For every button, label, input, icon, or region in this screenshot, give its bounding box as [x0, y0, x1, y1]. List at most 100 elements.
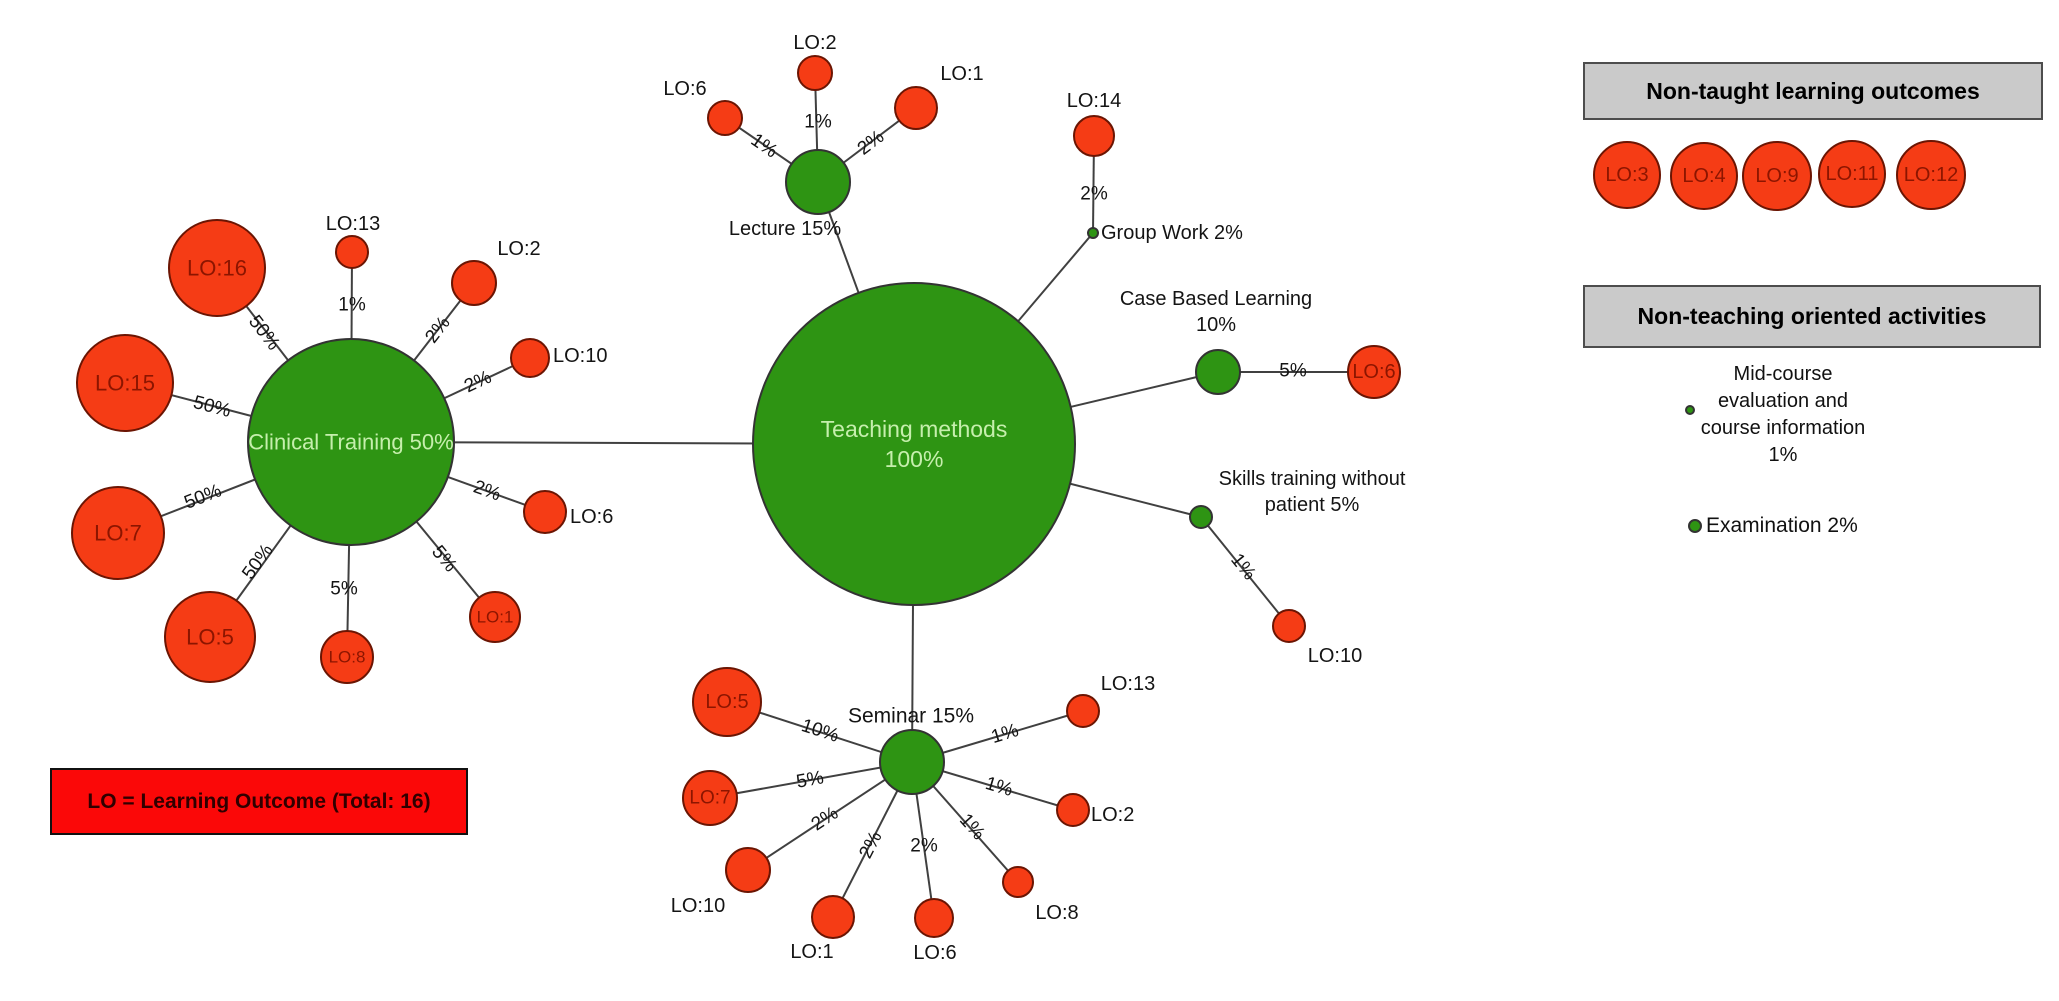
- edge-label-lecture-lo1-lec: 2%: [854, 126, 889, 159]
- midcourse-note: Mid-course evaluation and course informa…: [1663, 361, 1903, 469]
- label-lo9-nt: LO:9: [1755, 165, 1798, 187]
- node-lo5-sem-outcome-circle: [692, 667, 762, 737]
- node-lo15-cl-outcome-circle: [76, 334, 174, 432]
- node-lo6-cl-outcome-circle: [523, 490, 567, 534]
- edge-label-clinical-lo15-cl: 50%: [191, 392, 233, 422]
- edge-label-lecture-lo6-lec: 1%: [747, 130, 782, 163]
- label-lo1-cl: LO:1: [477, 608, 514, 627]
- edge-label-seminar-lo1-sem: 2%: [855, 828, 886, 862]
- node-lo10-sk-outcome-circle: [1272, 609, 1306, 643]
- node-lo7-cl-outcome-circle: [71, 486, 165, 580]
- edge-label-clinical-lo6-cl: 2%: [471, 476, 504, 505]
- label-lo7-cl: LO:7: [94, 521, 142, 546]
- edge-label-seminar-lo6-sem: 2%: [910, 836, 938, 857]
- node-lo11-nt-outcome-circle: [1818, 140, 1886, 208]
- label-lo11-nt: LO:11: [1826, 163, 1879, 185]
- node-lo8-cl-outcome-circle: [320, 630, 374, 684]
- node-lecture-circle: [785, 149, 851, 215]
- label-lo15-cl: LO:15: [95, 371, 155, 396]
- midcourse-line-2: evaluation and: [1717, 390, 1849, 412]
- edge-label-seminar-lo10-sem: 2%: [808, 803, 843, 836]
- label-lo8-cl: LO:8: [329, 648, 366, 667]
- edge-label-seminar-lo7-sem: 5%: [795, 767, 826, 793]
- edge-label-clinical-lo2-cl: 2%: [421, 313, 454, 348]
- label-cbl-line-1: Case Based Learning: [1120, 288, 1312, 310]
- label-lo10-sk: LO:10: [1308, 645, 1362, 667]
- node-lo5-cl-outcome-circle: [164, 591, 256, 683]
- label-lo1-lec: LO:1: [940, 63, 983, 85]
- midcourse-line-4: 1%: [1768, 444, 1798, 466]
- node-lo8-sem-outcome-circle: [1002, 866, 1034, 898]
- edge-label-seminar-lo13-sem: 1%: [989, 720, 1021, 748]
- label-lo1-sem: LO:1: [790, 941, 833, 963]
- node-lo14-gw-outcome-circle: [1073, 115, 1115, 157]
- label-lo2-cl: LO:2: [497, 238, 540, 260]
- node-lo6-sem-outcome-circle: [914, 898, 954, 938]
- edge-label-seminar-lo5-sem: 10%: [799, 715, 842, 747]
- label-lo5-sem: LO:5: [705, 691, 748, 713]
- node-lo3-nt-outcome-circle: [1593, 141, 1661, 209]
- node-lo1-sem-outcome-circle: [811, 895, 855, 939]
- label-lo7-sem: LO:7: [689, 788, 730, 809]
- label-clinical: Clinical Training 50%: [248, 430, 453, 455]
- non-taught-header: Non-taught learning outcomes: [1583, 62, 2043, 120]
- label-lo10-sem: LO:10: [671, 895, 725, 917]
- node-lo2-sem-outcome-circle: [1056, 793, 1090, 827]
- node-seminar-circle: [879, 729, 945, 795]
- node-skills-circle: [1189, 505, 1213, 529]
- midcourse-line-1: Mid-course: [1733, 363, 1833, 385]
- node-lo10-sem-outcome-circle: [725, 847, 771, 893]
- node-cbl-circle: [1195, 349, 1241, 395]
- midcourse-line-3: course information: [1700, 417, 1866, 439]
- label-lo10-cl: LO:10: [553, 345, 607, 367]
- node-lo1-lec-outcome-circle: [894, 86, 938, 130]
- label-lo13-sem: LO:13: [1101, 673, 1155, 695]
- node-clinical-circle: [247, 338, 455, 546]
- label-skills-line-1: Skills training without: [1219, 468, 1406, 490]
- edge-label-seminar-lo8-sem: 1%: [955, 810, 989, 845]
- label-lo6-sem: LO:6: [913, 942, 956, 964]
- label-lo2-lec: LO:2: [793, 32, 836, 54]
- node-lo2-lec-outcome-circle: [797, 55, 833, 91]
- edge-label-lecture-lo2-lec: 1%: [804, 112, 832, 133]
- node-lo1-cl-outcome-circle: [469, 591, 521, 643]
- edge-seminar-lo7-sem: [709, 761, 913, 799]
- node-lo12-nt-outcome-circle: [1896, 140, 1966, 210]
- node-dot-exam-circle: [1688, 519, 1702, 533]
- label-lo13-cl: LO:13: [326, 213, 380, 235]
- edge-label-clinical-lo7-cl: 50%: [181, 480, 224, 513]
- label-lo6-cbl: LO:6: [1352, 361, 1395, 383]
- edge-label-cbl-lo6-cbl: 5%: [1279, 361, 1307, 382]
- examination-note: Examination 2%: [1706, 514, 1858, 537]
- edge-label-clinical-lo8-cl: 5%: [330, 579, 358, 600]
- label-teaching-line-2: 100%: [885, 446, 944, 472]
- edge-skills-lo10-sk: [1200, 516, 1290, 627]
- edge-label-groupwork-lo14-gw: 2%: [1080, 184, 1108, 205]
- edge-label-clinical-lo13-cl: 1%: [338, 295, 366, 316]
- node-lo10-cl-outcome-circle: [510, 338, 550, 378]
- node-lo6-lec-outcome-circle: [707, 100, 743, 136]
- label-groupwork: Group Work 2%: [1101, 222, 1243, 244]
- node-lo7-sem-outcome-circle: [682, 770, 738, 826]
- label-lecture: Lecture 15%: [729, 218, 842, 240]
- node-lo13-cl-outcome-circle: [335, 235, 369, 269]
- label-lo4-nt: LO:4: [1682, 165, 1725, 187]
- node-teaching-circle: [752, 282, 1076, 606]
- label-lo2-sem: LO:2: [1091, 804, 1134, 826]
- node-lo6-cbl-outcome-circle: [1347, 345, 1401, 399]
- label-skills-line-2: patient 5%: [1265, 494, 1360, 516]
- node-lo9-nt-outcome-circle: [1742, 141, 1812, 211]
- node-lo4-nt-outcome-circle: [1670, 142, 1738, 210]
- label-lo16-cl: LO:16: [187, 256, 247, 281]
- label-lo6-lec: LO:6: [663, 78, 706, 100]
- non-teaching-header: Non-teaching oriented activities: [1583, 285, 2041, 348]
- edge-label-seminar-lo2-sem: 1%: [983, 773, 1015, 801]
- label-teaching-line-1: Teaching methods: [821, 416, 1008, 442]
- label-lo6-cl: LO:6: [570, 506, 613, 528]
- legend-box: LO = Learning Outcome (Total: 16): [50, 768, 468, 835]
- node-dot-midcourse-circle: [1685, 405, 1695, 415]
- edge-label-clinical-lo5-cl: 50%: [238, 540, 277, 583]
- label-lo5-cl: LO:5: [186, 625, 234, 650]
